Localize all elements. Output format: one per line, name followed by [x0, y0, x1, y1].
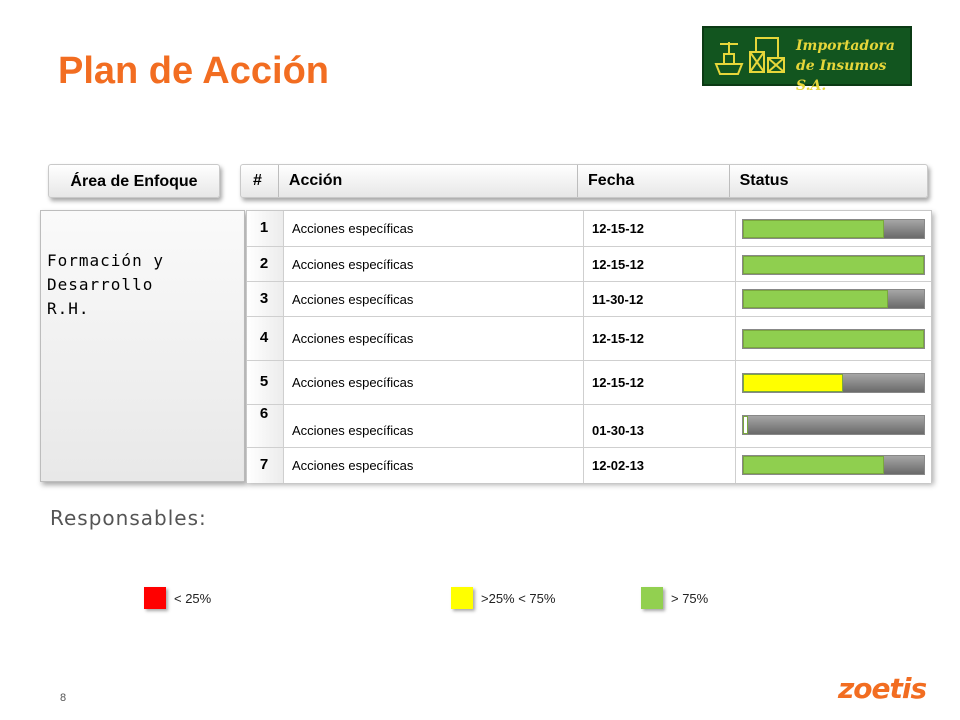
legend-label: > 75%: [671, 590, 709, 606]
legend-swatch-red: [144, 587, 166, 609]
row-number: 5: [259, 373, 269, 390]
legend-item-high: > 75%: [641, 587, 708, 609]
legend-label: < 25%: [174, 590, 212, 606]
row-fecha: 12-15-12: [584, 247, 736, 281]
logo-line-1: Importadora: [796, 38, 895, 54]
focus-area-text: Formación y Desarrollo R.H.: [47, 251, 164, 318]
status-bar: [742, 329, 925, 349]
table-row: 3 Acciones específicas 11-30-12: [247, 282, 931, 317]
focus-area-box: Formación y Desarrollo R.H.: [40, 210, 245, 482]
brand-logo: zoetis: [838, 672, 927, 705]
row-number: 7: [259, 456, 269, 473]
status-fill: [743, 290, 888, 308]
row-number: 1: [259, 219, 269, 236]
row-fecha: 01-30-13: [584, 405, 736, 447]
legend-swatch-yellow: [451, 587, 473, 609]
row-accion: Acciones específicas: [284, 317, 584, 360]
row-accion: Acciones específicas: [284, 247, 584, 281]
row-number: 4: [259, 329, 269, 346]
action-table: 1 Acciones específicas 12-15-12 2 Accion…: [246, 210, 932, 483]
status-fill: [743, 456, 885, 474]
header-num: #: [241, 165, 279, 197]
ship-crane-icon: [714, 37, 785, 75]
responsables-label: Responsables:: [50, 506, 207, 530]
row-accion: Acciones específicas: [284, 448, 584, 483]
status-fill: [743, 374, 843, 392]
row-fecha: 11-30-12: [584, 282, 736, 316]
header-accion: Acción: [279, 165, 579, 197]
header-fecha: Fecha: [578, 165, 730, 197]
status-bar: [742, 373, 925, 393]
status-bar: [742, 415, 925, 435]
status-fill: [743, 256, 924, 274]
table-header: # Acción Fecha Status: [240, 164, 928, 198]
status-fill: [743, 416, 749, 434]
page-title: Plan de Acción: [58, 50, 329, 92]
legend-item-low: < 25%: [144, 587, 211, 609]
table-row: 4 Acciones específicas 12-15-12: [247, 317, 931, 361]
status-bar: [742, 219, 925, 239]
row-fecha: 12-15-12: [584, 361, 736, 404]
area-header: Área de Enfoque: [48, 164, 220, 198]
table-row: 1 Acciones específicas 12-15-12: [247, 211, 931, 247]
row-fecha: 12-02-13: [584, 448, 736, 483]
legend-swatch-green: [641, 587, 663, 609]
table-row: 7 Acciones específicas 12-02-13: [247, 448, 931, 483]
header-status: Status: [739, 172, 789, 189]
table-row: 6 Acciones específicas 01-30-13: [247, 405, 931, 448]
row-accion: Acciones específicas: [284, 282, 584, 316]
legend-label: >25% < 75%: [481, 590, 556, 606]
row-accion: Acciones específicas: [284, 361, 584, 404]
row-accion: Acciones específicas: [284, 405, 584, 447]
row-number: 2: [259, 255, 269, 272]
company-logo: Importadora de Insumos S.A.: [702, 26, 912, 94]
row-fecha: 12-15-12: [584, 211, 736, 246]
row-accion: Acciones específicas: [284, 211, 584, 246]
row-number: 3: [259, 290, 269, 307]
status-fill: [743, 220, 885, 238]
page-number: 8: [60, 692, 67, 704]
status-bar: [742, 455, 925, 475]
status-bar: [742, 255, 925, 275]
table-row: 5 Acciones específicas 12-15-12: [247, 361, 931, 405]
status-bar: [742, 289, 925, 309]
status-fill: [743, 330, 924, 348]
row-number: 6: [259, 405, 269, 422]
legend-item-mid: >25% < 75%: [451, 587, 555, 609]
logo-line-2: de Insumos S.A.: [796, 58, 887, 94]
table-row: 2 Acciones específicas 12-15-12: [247, 247, 931, 282]
row-fecha: 12-15-12: [584, 317, 736, 360]
